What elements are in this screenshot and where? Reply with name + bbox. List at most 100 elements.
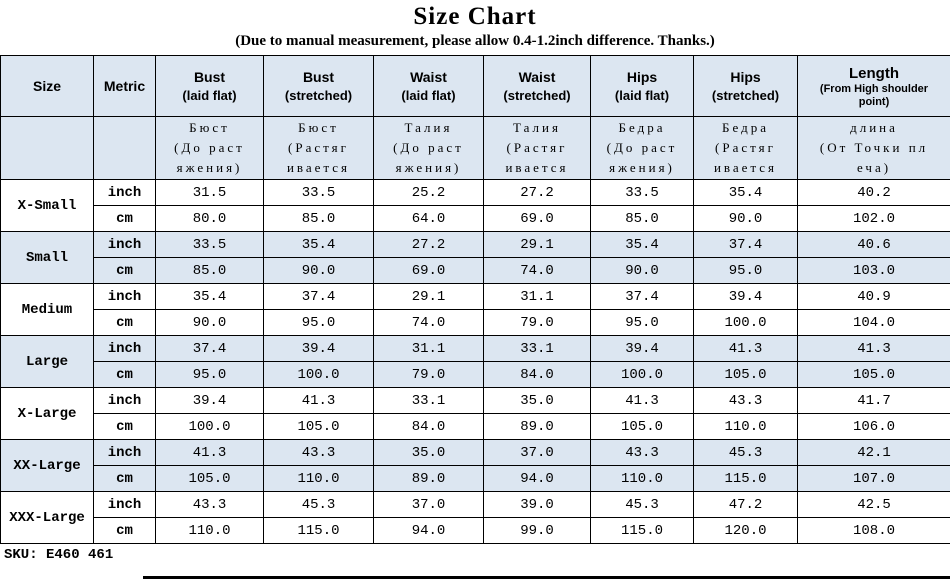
value-cell: 102.0	[797, 205, 950, 232]
value-cell: 84.0	[373, 413, 484, 440]
header-text-ru: Бюст	[189, 120, 230, 135]
table-header: Size Metric Bust (laid flat) Bust (stretched)…	[0, 55, 950, 180]
value-cell: 69.0	[483, 205, 591, 232]
value-cell: 31.5	[155, 179, 264, 206]
value-cell: 100.0	[693, 309, 798, 336]
value-cell: 115.0	[263, 517, 374, 544]
page-subtitle: (Due to manual measurement, please allow…	[235, 33, 715, 49]
metric-label-cm: cm	[93, 309, 156, 336]
metric-label-inch: inch	[93, 283, 156, 310]
value-cell: 110.0	[693, 413, 798, 440]
size-row-inch: X-Small inch 31.5 33.5 25.2 27.2 33.5 35.4 40.2	[0, 179, 950, 232]
metric-label-cm: cm	[93, 257, 156, 284]
size-row-inch: Large inch 37.4 39.4 31.1 33.1 39.4 41.3 41.3	[0, 335, 950, 388]
header-text-ru: длина	[850, 120, 898, 135]
value-cell: 31.1	[373, 335, 484, 362]
value-cell: 37.0	[483, 439, 591, 466]
value-cell: 35.0	[373, 439, 484, 466]
value-cell: 37.4	[590, 283, 694, 310]
value-cell: 105.0	[693, 361, 798, 388]
col-header-ru-hips-laid-flat: Бедра (До раст яжения)	[590, 116, 694, 180]
col-header-ru-waist-laid-flat: Талия (До раст яжения)	[373, 116, 484, 180]
value-cell: 40.9	[797, 283, 950, 310]
value-cell: 100.0	[263, 361, 374, 388]
value-cell: 31.1	[483, 283, 591, 310]
value-cell: 41.3	[797, 335, 950, 362]
value-cell: 120.0	[693, 517, 798, 544]
size-label: Small	[0, 231, 94, 284]
value-cell: 64.0	[373, 205, 484, 232]
value-cell: 84.0	[483, 361, 591, 388]
header-text: (laid flat)	[614, 88, 670, 103]
col-header-metric: Metric	[93, 55, 156, 117]
size-row-cm: cm 90.0 95.0 74.0 79.0 95.0 100.0 104.0	[1, 309, 950, 336]
size-row-inch: Small inch 33.5 35.4 27.2 29.1 35.4 37.4 40.6	[0, 231, 950, 284]
value-cell: 85.0	[155, 257, 264, 284]
col-header-ru-bust-laid-flat: Бюст (До раст яжения)	[155, 116, 264, 180]
bottom-divider	[143, 576, 950, 579]
header-text-ru: яжения)	[609, 160, 675, 175]
header-text-ru: (До раст	[174, 140, 245, 155]
header-text: (stretched)	[503, 88, 571, 103]
size-row-cm: cm 95.0 100.0 79.0 84.0 100.0 105.0 105.0	[1, 361, 950, 388]
metric-label-inch: inch	[93, 179, 156, 206]
metric-label-cm: cm	[93, 361, 156, 388]
value-cell: 99.0	[483, 517, 591, 544]
value-cell: 42.1	[797, 439, 950, 466]
value-cell: 41.3	[590, 387, 694, 414]
metric-label-cm: cm	[93, 413, 156, 440]
col-header-waist-laid-flat: Waist (laid flat)	[373, 55, 484, 117]
value-cell: 107.0	[797, 465, 950, 492]
header-text-ru: яжения)	[176, 160, 243, 175]
size-row-inch: XXX-Large inch 43.3 45.3 37.0 39.0 45.3 47.2 42.…	[0, 491, 950, 544]
header-text: Hips	[730, 69, 761, 85]
value-cell: 35.4	[263, 231, 374, 258]
value-cell: 39.4	[155, 387, 264, 414]
value-cell: 95.0	[155, 361, 264, 388]
page-title: Size Chart	[413, 3, 537, 30]
value-cell: 89.0	[373, 465, 484, 492]
value-cell: 42.5	[797, 491, 950, 518]
header-text: (laid flat)	[401, 88, 456, 103]
size-chart-table: Size Metric Bust (laid flat) Bust (stretched)…	[0, 55, 950, 544]
value-cell: 43.3	[263, 439, 374, 466]
sku-label: SKU: E460 461	[4, 547, 114, 563]
value-cell: 90.0	[590, 257, 694, 284]
value-cell: 100.0	[155, 413, 264, 440]
size-row-inch: X-Large inch 39.4 41.3 33.1 35.0 41.3 43.3 41.7	[0, 387, 950, 440]
value-cell: 95.0	[693, 257, 798, 284]
value-cell: 39.4	[263, 335, 374, 362]
metric-label-cm: cm	[93, 205, 156, 232]
value-cell: 110.0	[590, 465, 694, 492]
value-cell: 35.4	[590, 231, 694, 258]
value-cell: 94.0	[373, 517, 484, 544]
header-text: (stretched)	[284, 88, 353, 103]
col-header-ru-size	[0, 116, 94, 180]
value-cell: 33.1	[483, 335, 591, 362]
value-cell: 74.0	[373, 309, 484, 336]
header-text: (laid flat)	[182, 88, 237, 103]
value-cell: 104.0	[797, 309, 950, 336]
header-text-ru: (Растяг	[506, 140, 568, 155]
value-cell: 41.7	[797, 387, 950, 414]
value-cell: 43.3	[155, 491, 264, 518]
table-header-row-en: Size Metric Bust (laid flat) Bust (stretched)…	[0, 55, 950, 117]
value-cell: 95.0	[263, 309, 374, 336]
header-text-ru: Бедра	[722, 120, 769, 135]
table-header-row-ru: Бюст (До раст яжения) Бюст (Растяг ивается Тал…	[0, 116, 950, 180]
value-cell: 110.0	[263, 465, 374, 492]
value-cell: 69.0	[373, 257, 484, 284]
col-header-hips-stretched: Hips (stretched)	[693, 55, 798, 117]
size-row-cm: cm 85.0 90.0 69.0 74.0 90.0 95.0 103.0	[1, 257, 950, 284]
header-text-ru: ивается	[286, 160, 351, 175]
header-text-ru: еча)	[856, 160, 892, 175]
header-text-ru: Талия	[513, 120, 561, 135]
col-header-ru-waist-stretched: Талия (Растяг ивается	[483, 116, 591, 180]
size-label: X-Large	[0, 387, 94, 440]
header-text-ru: (Растяг	[288, 140, 349, 155]
value-cell: 105.0	[797, 361, 950, 388]
header-text-ru: ивается	[505, 160, 569, 175]
col-header-length: Length (From High shoulder point)	[797, 55, 950, 117]
value-cell: 74.0	[483, 257, 591, 284]
value-cell: 29.1	[373, 283, 484, 310]
